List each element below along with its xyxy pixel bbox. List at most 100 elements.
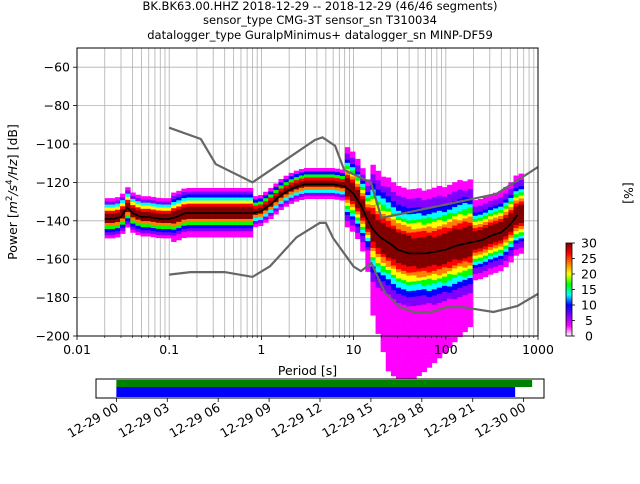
density-cell bbox=[401, 325, 407, 330]
density-cell bbox=[482, 243, 489, 247]
density-cell bbox=[370, 229, 376, 233]
density-cell bbox=[467, 302, 473, 306]
density-cell bbox=[160, 204, 167, 208]
density-cell bbox=[268, 200, 274, 204]
density-cell bbox=[186, 215, 192, 219]
density-cell bbox=[416, 194, 422, 198]
density-cell bbox=[467, 237, 473, 242]
density-cell bbox=[395, 222, 402, 227]
density-cell bbox=[370, 312, 376, 316]
density-cell bbox=[232, 203, 238, 207]
density-cell bbox=[380, 324, 387, 328]
density-cell bbox=[416, 188, 422, 192]
density-cell bbox=[186, 230, 192, 235]
density-cell bbox=[390, 308, 397, 312]
density-cell bbox=[355, 223, 361, 227]
density-cell bbox=[411, 299, 417, 303]
density-cell bbox=[518, 195, 525, 199]
density-cell bbox=[401, 375, 407, 379]
density-cell bbox=[212, 212, 218, 216]
density-cell bbox=[375, 201, 381, 205]
density-cell bbox=[385, 235, 392, 240]
density-cell bbox=[493, 260, 499, 264]
density-cell bbox=[385, 303, 392, 307]
density-cell bbox=[508, 259, 514, 263]
density-cell bbox=[477, 208, 484, 212]
density-cell bbox=[462, 291, 468, 296]
density-cell bbox=[498, 234, 504, 238]
density-cell bbox=[390, 206, 397, 211]
density-cell bbox=[452, 335, 458, 340]
density-cell bbox=[457, 192, 463, 196]
density-cell bbox=[140, 205, 146, 209]
density-cell bbox=[273, 195, 279, 200]
density-cell bbox=[518, 250, 525, 254]
density-cell bbox=[186, 187, 192, 192]
density-cell bbox=[385, 183, 392, 188]
density-cell bbox=[298, 169, 305, 173]
density-cell bbox=[441, 267, 448, 271]
density-cell bbox=[206, 209, 213, 213]
density-cell bbox=[482, 224, 489, 229]
density-cell bbox=[467, 274, 473, 279]
density-cell bbox=[329, 189, 335, 193]
density-cell bbox=[120, 209, 126, 213]
x-tick-label: 0.01 bbox=[63, 342, 91, 357]
density-cell bbox=[314, 180, 320, 184]
density-cell bbox=[441, 279, 448, 283]
density-cell bbox=[304, 195, 310, 200]
density-cell bbox=[293, 182, 300, 187]
density-cell bbox=[385, 269, 392, 274]
density-cell bbox=[508, 255, 514, 260]
density-cell bbox=[252, 217, 259, 222]
density-cell bbox=[401, 292, 407, 296]
density-cell bbox=[441, 221, 448, 225]
density-cell bbox=[426, 327, 433, 331]
density-cell bbox=[196, 206, 203, 210]
density-cell bbox=[360, 205, 366, 209]
density-cell bbox=[370, 247, 376, 252]
density-cell bbox=[472, 243, 479, 247]
density-cell bbox=[191, 215, 198, 219]
density-cell bbox=[247, 212, 254, 216]
density-cell bbox=[150, 230, 157, 235]
density-cell bbox=[447, 341, 453, 345]
density-cell bbox=[426, 201, 433, 205]
density-cell bbox=[375, 176, 381, 181]
density-cell bbox=[273, 189, 279, 194]
density-cell bbox=[375, 198, 381, 202]
density-cell bbox=[462, 267, 468, 271]
density-cell bbox=[375, 269, 381, 273]
density-cell bbox=[447, 338, 453, 342]
density-cell bbox=[457, 312, 463, 316]
density-cell bbox=[447, 212, 453, 216]
density-cell bbox=[375, 324, 381, 328]
density-cell bbox=[436, 284, 443, 288]
density-cell bbox=[344, 159, 351, 163]
density-cell bbox=[380, 198, 387, 202]
density-cell bbox=[467, 293, 473, 297]
density-cell bbox=[416, 265, 422, 269]
density-cell bbox=[242, 218, 249, 223]
density-cell bbox=[186, 191, 192, 195]
density-cell bbox=[227, 187, 233, 192]
density-cell bbox=[355, 204, 361, 209]
density-cell bbox=[395, 201, 402, 205]
density-cell bbox=[462, 325, 468, 329]
density-cell bbox=[370, 167, 376, 172]
density-cell bbox=[390, 277, 397, 281]
density-cell bbox=[416, 332, 422, 337]
density-cell bbox=[452, 311, 458, 315]
density-cell bbox=[298, 175, 305, 179]
density-cell bbox=[329, 186, 335, 190]
density-cell bbox=[390, 289, 397, 294]
density-cell bbox=[493, 198, 499, 203]
density-cell bbox=[513, 190, 519, 195]
density-cell bbox=[380, 204, 387, 208]
density-cell bbox=[375, 226, 381, 230]
density-cell bbox=[263, 210, 269, 214]
density-cell bbox=[472, 212, 479, 216]
density-cell bbox=[503, 199, 509, 203]
density-cell bbox=[380, 339, 387, 343]
density-cell bbox=[150, 206, 157, 210]
